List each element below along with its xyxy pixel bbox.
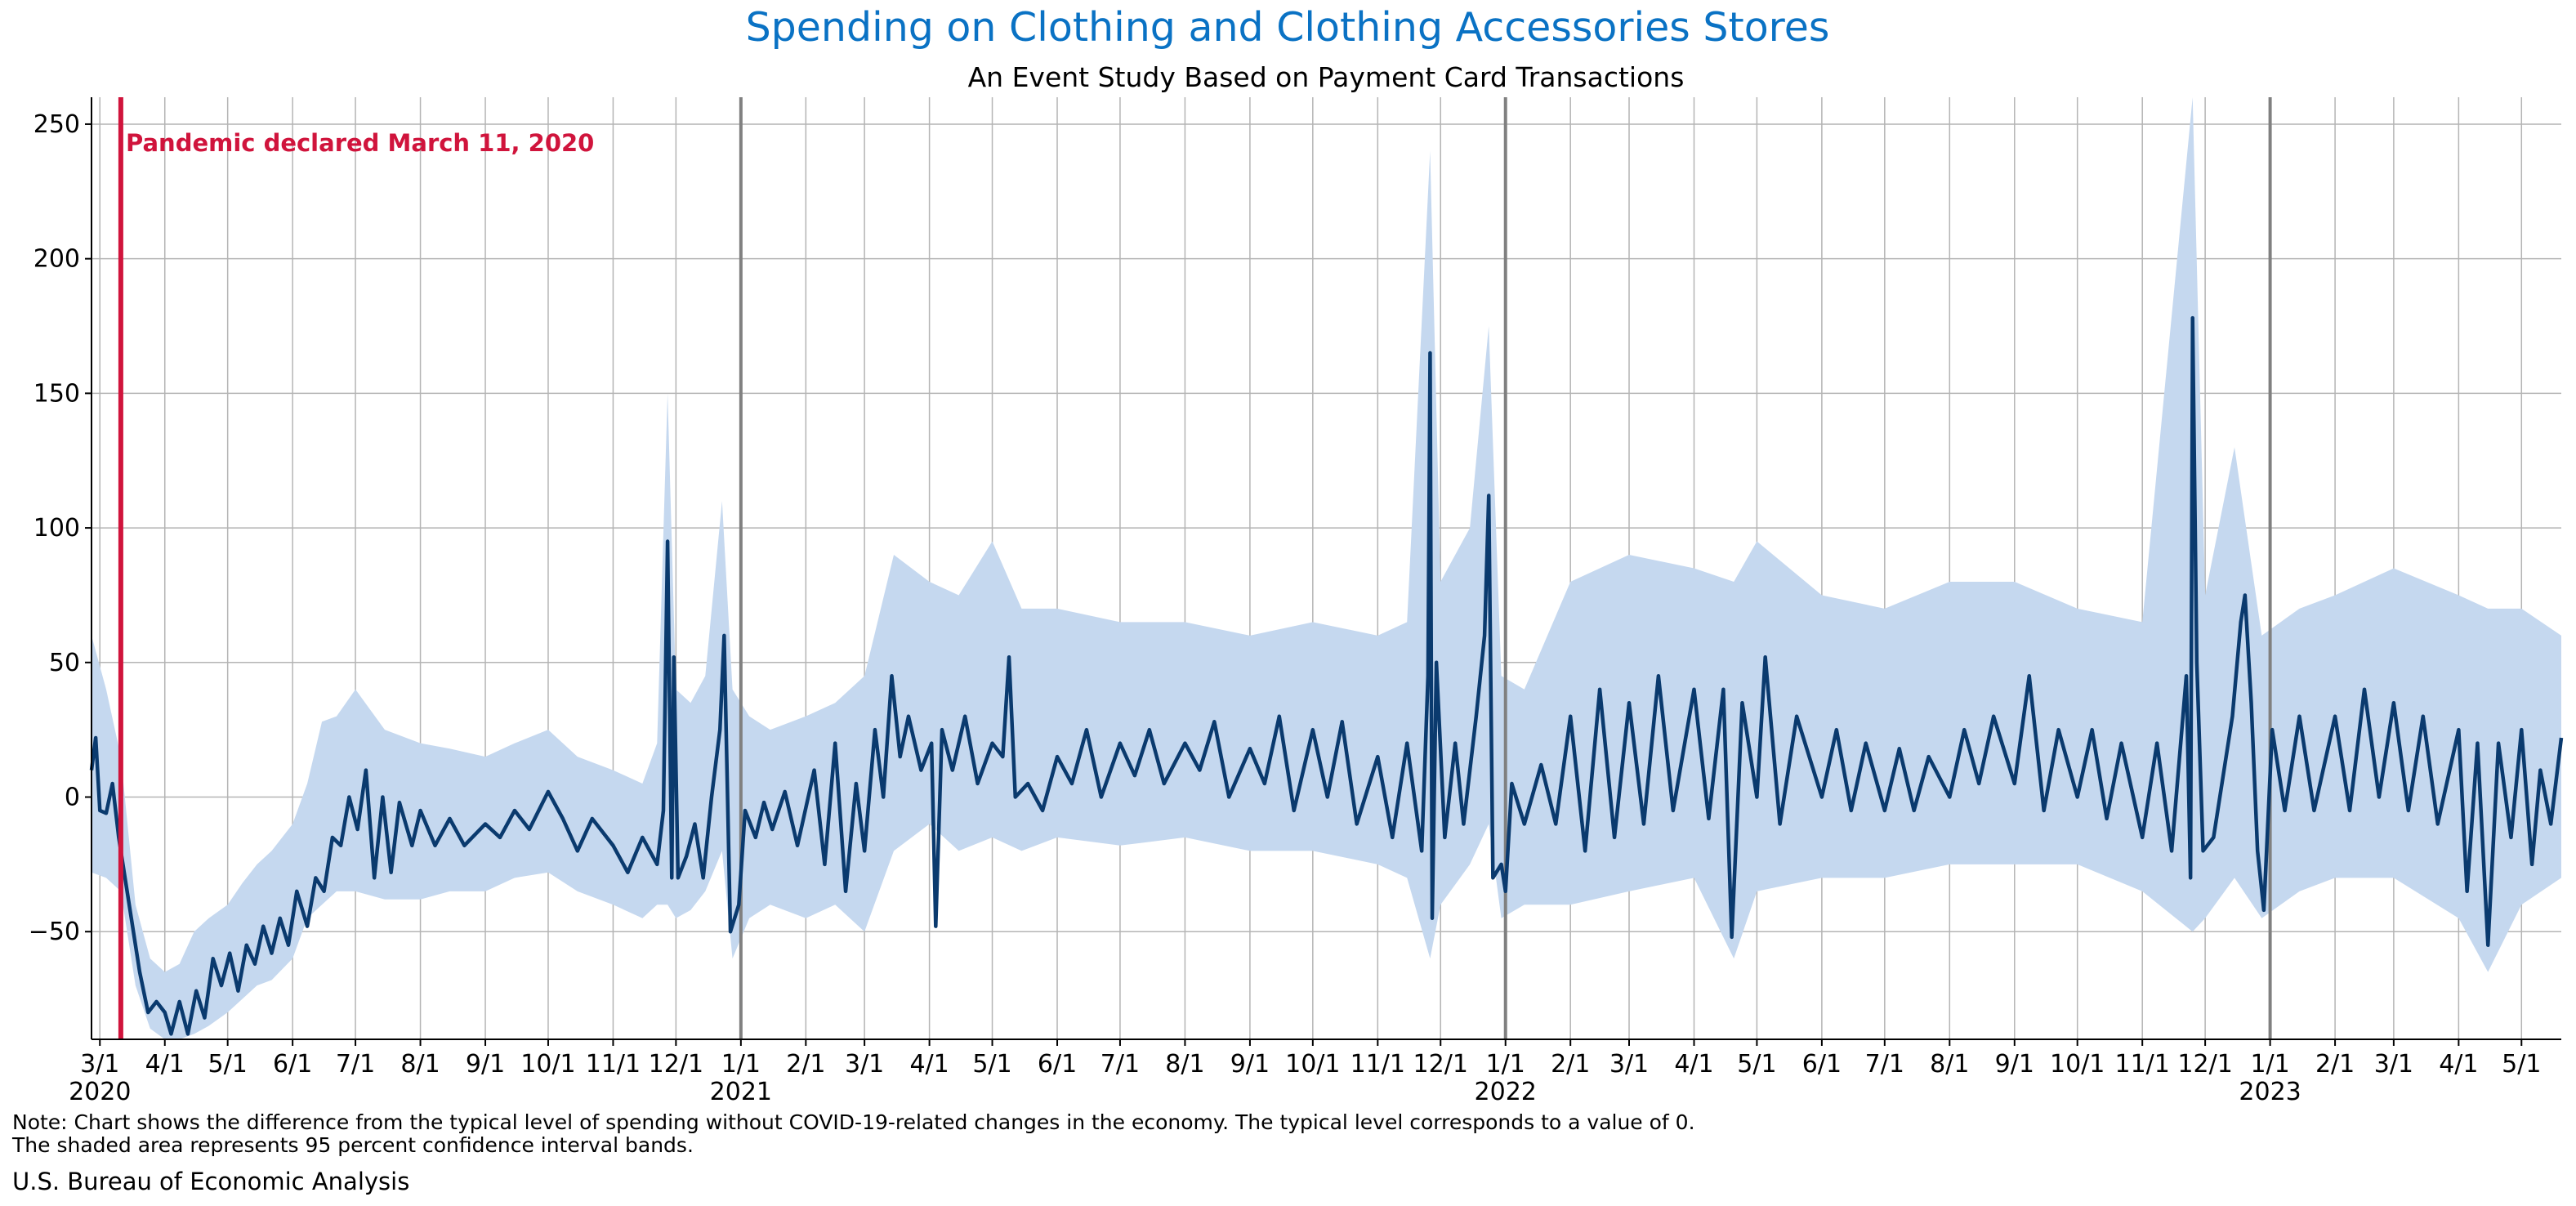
x-tick-label: 6/1 — [273, 1050, 312, 1079]
x-year-label: 2021 — [710, 1078, 772, 1106]
spending-line — [89, 315, 2564, 1036]
x-tick-label: 10/1 — [2050, 1050, 2105, 1079]
x-tick-label: 1/1 — [721, 1050, 761, 1079]
y-tick-label: 150 — [33, 379, 80, 408]
footnote-line-2: The shaded area represents 95 percent co… — [11, 1133, 694, 1157]
x-tick-label: 11/1 — [586, 1050, 641, 1079]
x-tick-label: 5/1 — [1737, 1050, 1776, 1079]
x-tick-label: 6/1 — [1038, 1050, 1077, 1079]
chart-title: Spending on Clothing and Clothing Access… — [746, 4, 1830, 51]
x-tick-label: 5/1 — [208, 1050, 248, 1079]
x-tick-label: 8/1 — [400, 1050, 440, 1079]
x-year-label: 2022 — [1475, 1078, 1537, 1106]
y-tick-label: 0 — [65, 784, 80, 812]
x-tick-label: 1/1 — [1486, 1050, 1525, 1079]
y-tick-label: 50 — [49, 649, 80, 677]
x-tick-label: 7/1 — [1865, 1050, 1904, 1079]
x-tick-label: 2/1 — [1551, 1050, 1590, 1079]
x-tick-label: 12/1 — [2177, 1050, 2232, 1079]
footnote-line-1: Note: Chart shows the difference from th… — [12, 1110, 1695, 1134]
x-year-label: 2020 — [69, 1078, 131, 1106]
x-tick-label: 2/1 — [2315, 1050, 2355, 1079]
x-tick-label: 3/1 — [1609, 1050, 1649, 1079]
x-tick-label: 9/1 — [466, 1050, 505, 1079]
x-tick-label: 7/1 — [336, 1050, 375, 1079]
x-tick-label: 4/1 — [145, 1050, 185, 1079]
x-tick-label: 11/1 — [1351, 1050, 1405, 1079]
y-tick-label: −50 — [29, 918, 80, 946]
event-annotation: Pandemic declared March 11, 2020 — [126, 129, 594, 157]
x-tick-label: 9/1 — [1230, 1050, 1270, 1079]
confidence-interval-band — [92, 97, 2561, 1039]
event-marker: Pandemic declared March 11, 2020 — [118, 97, 594, 1039]
x-tick-label: 10/1 — [1285, 1050, 1340, 1079]
x-tick-label: 5/1 — [2502, 1050, 2541, 1079]
year-lines — [739, 97, 2272, 1039]
x-tick-label: 4/1 — [909, 1050, 949, 1079]
source-label: U.S. Bureau of Economic Analysis — [12, 1168, 409, 1195]
x-tick-label: 1/1 — [2250, 1050, 2289, 1079]
y-tick-label: 250 — [33, 110, 80, 139]
chart-subtitle: An Event Study Based on Payment Card Tra… — [968, 61, 1685, 93]
spending-series-line — [89, 315, 2564, 1036]
x-tick-label: 6/1 — [1802, 1050, 1842, 1079]
x-tick-label: 4/1 — [2439, 1050, 2478, 1079]
x-tick-label: 8/1 — [1930, 1050, 1969, 1079]
y-tick-labels: −50 0 50 100 150 200 250 — [29, 110, 80, 946]
x-year-label: 2023 — [2239, 1078, 2301, 1106]
y-tick-label: 100 — [33, 514, 80, 543]
x-tick-label: 4/1 — [1674, 1050, 1713, 1079]
x-tick-label: 10/1 — [520, 1050, 575, 1079]
x-tick-label: 11/1 — [2115, 1050, 2170, 1079]
y-tick-label: 200 — [33, 245, 80, 274]
x-tick-label: 3/1 — [80, 1050, 119, 1079]
x-tick-label: 3/1 — [2374, 1050, 2413, 1079]
x-tick-label: 12/1 — [1413, 1050, 1468, 1079]
x-tick-label: 7/1 — [1100, 1050, 1140, 1079]
x-tick-label: 9/1 — [1995, 1050, 2034, 1079]
axes — [85, 97, 2561, 1046]
x-tick-label: 8/1 — [1165, 1050, 1204, 1079]
x-tick-label: 2/1 — [786, 1050, 825, 1079]
x-tick-label: 12/1 — [649, 1050, 703, 1079]
confidence-band — [92, 97, 2561, 1039]
x-tick-label: 5/1 — [972, 1050, 1011, 1079]
x-tick-label: 3/1 — [845, 1050, 884, 1079]
